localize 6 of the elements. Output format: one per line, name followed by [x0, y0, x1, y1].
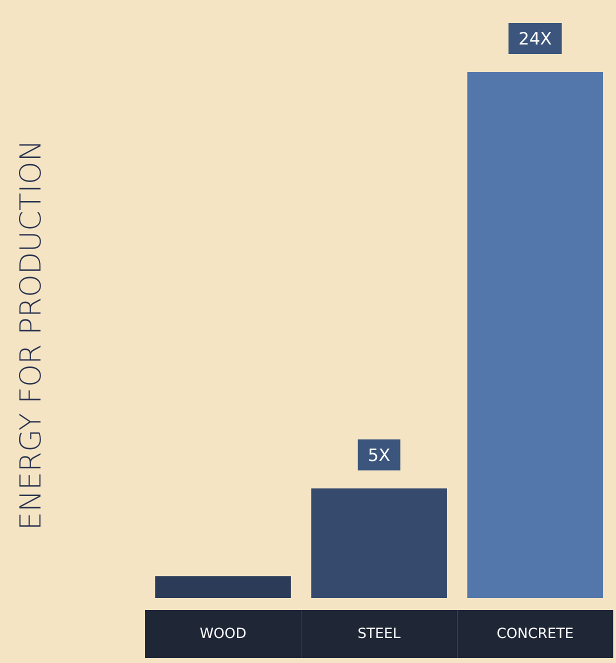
x-tick-label: CONCRETE [496, 626, 574, 642]
data-label: 24X [518, 30, 552, 50]
y-axis-title: ENERGY FOR PRODUCTION [14, 140, 48, 530]
x-tick-label: STEEL [358, 626, 401, 642]
data-label: 5X [368, 446, 391, 466]
x-tick-label: WOOD [200, 626, 246, 642]
